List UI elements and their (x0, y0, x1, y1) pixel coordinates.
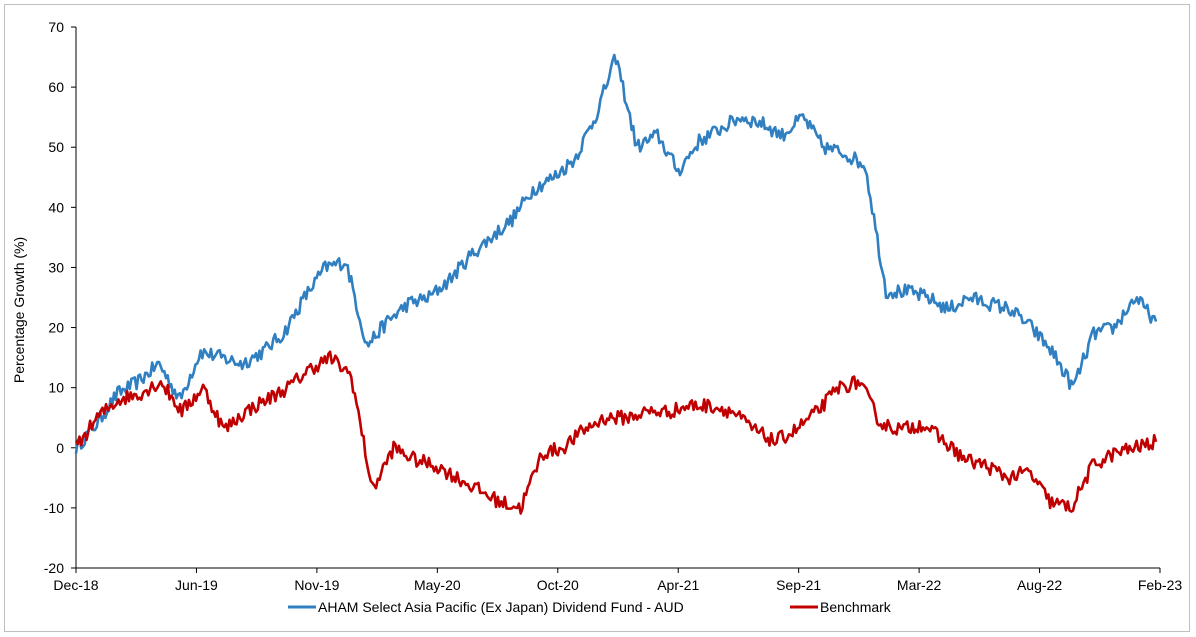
y-tick-label: 50 (48, 139, 64, 155)
series-group (74, 53, 1158, 515)
x-tick-label: May-20 (414, 577, 461, 593)
y-tick-label: 20 (48, 320, 64, 336)
series-line-benchmark (74, 350, 1158, 515)
y-tick-label: 70 (48, 19, 64, 35)
y-tick-label: -10 (44, 500, 64, 516)
x-tick-label: Aug-22 (1017, 577, 1062, 593)
x-axis-ticks: Dec-18 Jun-19 Nov-19 May-20 Oct-20 Apr-21 Sep-… (53, 568, 1182, 593)
y-tick-label: 40 (48, 199, 64, 215)
y-axis-ticks: -20 -10 0 10 20 30 40 50 60 70 (44, 19, 76, 576)
y-tick-label: 0 (56, 440, 64, 456)
y-tick-label: 10 (48, 380, 64, 396)
x-tick-label: Sep-21 (776, 577, 821, 593)
x-tick-label: Apr-21 (657, 577, 699, 593)
y-tick-label: 30 (48, 259, 64, 275)
x-tick-label: Feb-23 (1138, 577, 1183, 593)
y-axis-title: Percentage Growth (%) (11, 237, 27, 383)
series-line-fund (74, 53, 1158, 454)
y-tick-label: -20 (44, 560, 64, 576)
x-tick-label: Mar-22 (897, 577, 942, 593)
chart-frame (4, 4, 1190, 632)
y-tick-label: 60 (48, 79, 64, 95)
x-tick-label: Nov-19 (294, 577, 339, 593)
x-tick-label: Dec-18 (53, 577, 98, 593)
x-tick-label: Oct-20 (537, 577, 579, 593)
x-tick-label: Jun-19 (175, 577, 218, 593)
legend: AHAM Select Asia Pacific (Ex Japan) Divi… (288, 599, 892, 615)
legend-label: AHAM Select Asia Pacific (Ex Japan) Divi… (318, 599, 684, 615)
legend-label: Benchmark (820, 599, 892, 615)
